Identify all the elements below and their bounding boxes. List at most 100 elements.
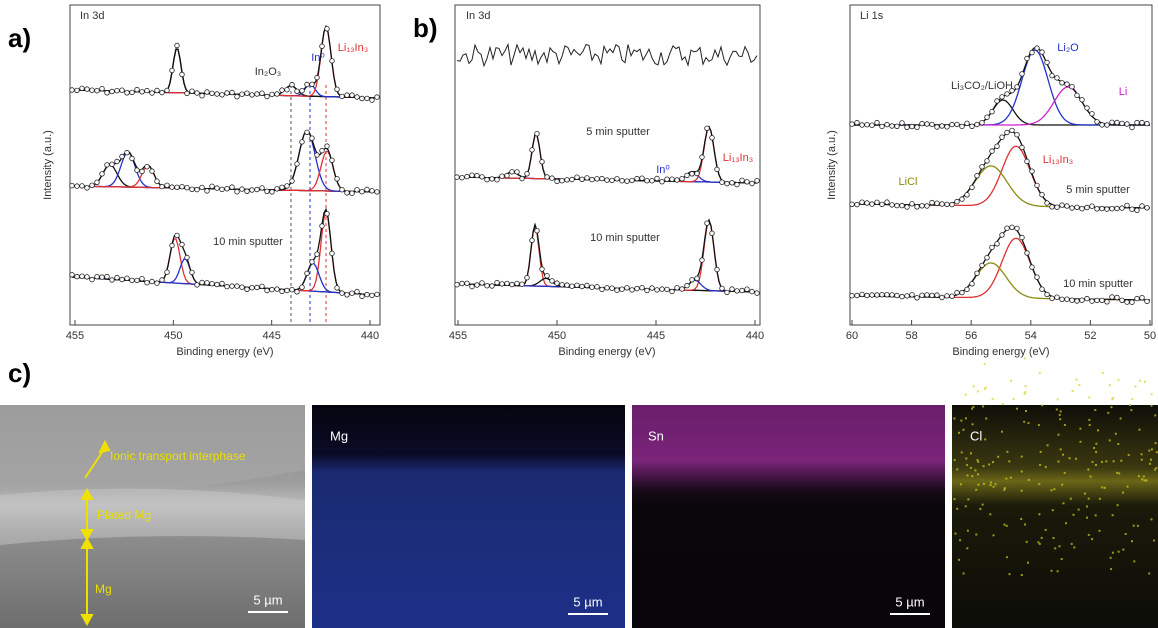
map-speckle [1145, 479, 1148, 482]
annotation: 10 min sputter [213, 236, 283, 248]
data-point [639, 285, 645, 291]
data-point [274, 91, 280, 97]
data-point [229, 184, 235, 190]
map-speckle [1020, 489, 1023, 492]
data-point [869, 122, 875, 128]
data-point [239, 284, 245, 290]
data-point [494, 176, 500, 183]
data-point [1094, 206, 1100, 212]
sem-annotation: Plated Mg [97, 508, 151, 522]
data-point [94, 179, 100, 185]
data-point [89, 182, 95, 188]
map-speckle [1001, 430, 1003, 433]
data-point [259, 185, 265, 191]
data-point [464, 280, 470, 286]
sem-annotation: Mg [95, 582, 112, 596]
data-point [264, 188, 270, 194]
data-point [954, 198, 960, 205]
map-speckle [1131, 540, 1133, 543]
data-point [899, 120, 905, 126]
data-point [904, 124, 910, 130]
data-point [164, 182, 170, 188]
data-point [1079, 205, 1085, 212]
data-point [919, 292, 925, 298]
data-point [1124, 121, 1130, 127]
data-point [74, 87, 80, 94]
data-point [959, 123, 965, 130]
data-point [854, 119, 860, 126]
annotation: 5 min sputter [1066, 184, 1130, 196]
map-speckle [1078, 384, 1081, 386]
data-point [964, 286, 970, 293]
data-point [369, 188, 375, 194]
data-point [1034, 274, 1040, 280]
map-speckle [1155, 451, 1158, 454]
map-speckle [1101, 486, 1104, 489]
map-speckle [1024, 385, 1027, 388]
data-point [984, 255, 990, 261]
map-speckle [1086, 516, 1088, 519]
data-point [1029, 168, 1035, 174]
data-point [119, 276, 125, 283]
data-point [564, 282, 570, 288]
data-point [124, 275, 130, 281]
data-point [1044, 59, 1050, 66]
annotation: Li₁₃In₃ [723, 152, 753, 164]
map-speckle [1131, 398, 1134, 401]
data-point [539, 266, 545, 272]
map-speckle [1124, 533, 1127, 535]
data-point [854, 292, 860, 299]
map-speckle [1100, 460, 1103, 463]
data-point [884, 199, 890, 205]
data-point [984, 158, 990, 164]
map-speckle [1087, 533, 1090, 536]
data-point [549, 278, 555, 284]
data-point [604, 177, 610, 183]
map-speckle [971, 407, 974, 410]
map-speckle [1025, 410, 1027, 412]
data-point [749, 288, 755, 295]
data-point [999, 134, 1005, 140]
data-point [159, 89, 165, 96]
data-point [1014, 84, 1020, 90]
data-point [329, 58, 335, 64]
map-speckle [1119, 417, 1122, 420]
data-point [914, 204, 920, 210]
map-speckle [1095, 450, 1098, 453]
map-speckle [1150, 448, 1153, 451]
data-point [354, 94, 360, 100]
data-point [319, 43, 325, 49]
data-point [989, 108, 995, 115]
data-point [1054, 204, 1060, 210]
data-point [479, 280, 485, 286]
map-speckle [953, 417, 956, 420]
data-point [489, 176, 495, 182]
map-speckle [1038, 542, 1041, 545]
data-point [994, 98, 1000, 104]
data-point [299, 284, 305, 290]
data-point [294, 88, 300, 94]
map-speckle [1117, 550, 1120, 553]
data-point [189, 269, 195, 276]
data-point [674, 177, 680, 183]
data-point [484, 283, 490, 289]
map-speckle [1150, 458, 1152, 461]
data-point [864, 292, 870, 299]
map-label: Sn [648, 428, 664, 443]
data-point [1094, 119, 1100, 125]
data-point [599, 286, 605, 293]
map-speckle [1103, 486, 1106, 489]
map-speckle [959, 539, 962, 542]
data-point [224, 90, 230, 96]
data-point [69, 87, 75, 93]
panel-label: c) [8, 358, 31, 388]
data-point [679, 175, 685, 182]
data-point [89, 276, 95, 283]
data-point [1039, 286, 1045, 292]
data-point [164, 87, 170, 94]
map-speckle [979, 507, 982, 510]
map-speckle [992, 485, 995, 488]
annotation: Li₁₃In₃ [1043, 154, 1073, 166]
data-point [89, 87, 95, 93]
